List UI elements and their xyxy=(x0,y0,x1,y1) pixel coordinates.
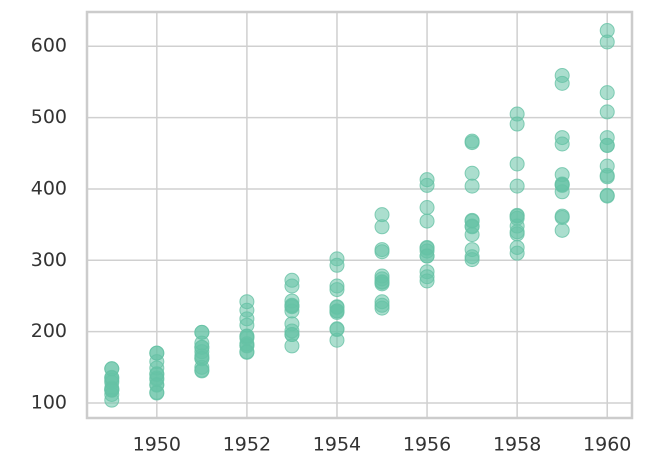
y-tick-label: 200 xyxy=(31,320,67,342)
point xyxy=(599,158,615,174)
y-tick-label: 300 xyxy=(31,249,67,271)
x-tick-label: 1954 xyxy=(313,434,361,456)
y-tick-label: 500 xyxy=(31,106,67,128)
point xyxy=(329,282,345,298)
point xyxy=(509,156,525,172)
point xyxy=(554,136,570,152)
point xyxy=(374,244,390,260)
point xyxy=(599,85,615,101)
point xyxy=(509,178,525,194)
point xyxy=(464,227,480,243)
point xyxy=(509,226,525,242)
point xyxy=(599,34,615,50)
point xyxy=(464,249,480,265)
point xyxy=(554,208,570,224)
point xyxy=(599,104,615,120)
x-tick-label: 1958 xyxy=(493,434,541,456)
point xyxy=(329,257,345,273)
point xyxy=(104,382,120,398)
point xyxy=(149,354,165,370)
y-tick-label: 400 xyxy=(31,177,67,199)
point xyxy=(239,344,255,360)
point xyxy=(329,322,345,338)
x-tick-label: 1960 xyxy=(583,434,631,456)
point xyxy=(599,137,615,153)
point xyxy=(284,323,300,339)
point xyxy=(419,177,435,193)
point xyxy=(419,248,435,264)
point xyxy=(464,178,480,194)
point xyxy=(149,366,165,382)
point xyxy=(464,133,480,149)
y-tick-label: 600 xyxy=(31,35,67,57)
point xyxy=(194,335,210,351)
point xyxy=(419,273,435,289)
point xyxy=(329,303,345,319)
point xyxy=(509,210,525,226)
point xyxy=(239,294,255,310)
x-tick-label: 1950 xyxy=(133,434,181,456)
point xyxy=(374,297,390,313)
point xyxy=(239,328,255,344)
y-tick-label: 100 xyxy=(31,392,67,414)
point xyxy=(464,165,480,181)
plot-frame xyxy=(85,10,634,420)
point xyxy=(284,338,300,354)
point xyxy=(599,188,615,204)
point xyxy=(284,297,300,313)
point xyxy=(509,106,525,122)
point xyxy=(374,219,390,235)
x-tick-label: 1956 xyxy=(403,434,451,456)
point xyxy=(554,68,570,84)
point xyxy=(194,348,210,364)
point xyxy=(374,268,390,284)
point xyxy=(419,200,435,216)
point xyxy=(554,177,570,193)
point xyxy=(194,362,210,378)
point xyxy=(554,222,570,238)
x-tick-label: 1952 xyxy=(223,434,271,456)
point xyxy=(284,272,300,288)
point xyxy=(149,385,165,401)
point xyxy=(509,245,525,261)
point xyxy=(419,213,435,229)
